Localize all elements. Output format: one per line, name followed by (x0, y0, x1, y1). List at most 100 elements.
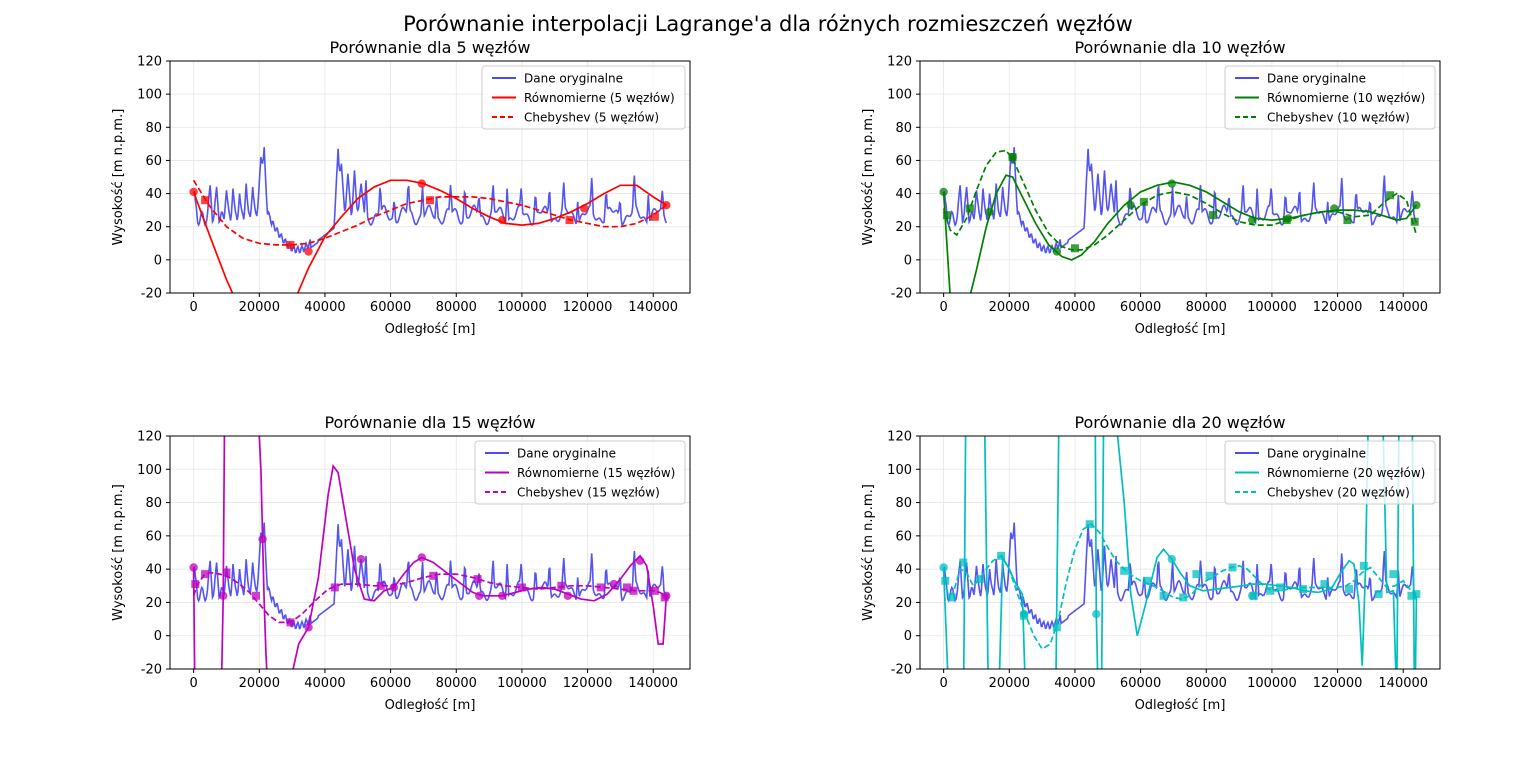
axes-frame (169, 435, 691, 670)
plot-area (939, 147, 1421, 293)
chebyshev-node-marker (1320, 580, 1329, 589)
equal-node-marker (939, 563, 948, 572)
y-axis-label: Wysokość [m n.p.m.] (861, 109, 876, 246)
chebyshev-node-marker (429, 571, 438, 580)
x-tick-label: 60000 (1120, 676, 1161, 691)
x-tick-label: 120000 (1313, 676, 1363, 691)
y-tick-label: 80 (895, 496, 912, 511)
x-tick-label: 100000 (497, 676, 547, 691)
equal-node-marker (1330, 204, 1339, 213)
legend-label: Równomierne (20 węzłów) (1267, 466, 1425, 480)
chebyshev-node-marker (426, 196, 434, 205)
chebyshev-node-marker (1139, 197, 1148, 206)
legend: Dane oryginalne Równomierne (15 węzłów) Ch… (474, 440, 686, 505)
legend-label: Dane oryginalne (517, 447, 616, 461)
chebyshev-node-marker (330, 583, 339, 592)
chebyshev-node-marker (1008, 153, 1017, 162)
x-tick-label: 20000 (989, 676, 1030, 691)
y-axis-label: Wysokość [m n.p.m.] (111, 484, 126, 621)
equal-node-marker (498, 215, 507, 225)
equal-node-marker (985, 207, 994, 216)
x-tick-label: 100000 (1247, 300, 1297, 315)
x-tick-label: 120000 (1313, 300, 1363, 315)
x-tick-label: 40000 (1054, 676, 1095, 691)
chebyshev-node-marker (1179, 593, 1188, 602)
chebyshev-node-marker (1192, 570, 1201, 579)
x-tick-label: 20000 (239, 300, 280, 315)
legend-label: Dane oryginalne (1267, 72, 1366, 86)
equal-node-marker (189, 187, 198, 197)
y-tick-label: 20 (145, 596, 162, 611)
chebyshev-node-marker (629, 586, 638, 595)
y-tick-label: 80 (145, 121, 162, 136)
x-tick-label: 80000 (1186, 676, 1227, 691)
equal-node-marker (304, 623, 313, 632)
x-tick-label: 140000 (1378, 300, 1428, 315)
equal-node-marker (475, 591, 484, 600)
series-line-chebyshev (192, 179, 667, 246)
chebyshev-node-marker (201, 196, 210, 205)
y-tick-label: 120 (887, 55, 912, 70)
legend-label: Równomierne (15 węzłów) (517, 466, 675, 480)
chebyshev-node-marker (1266, 586, 1275, 595)
equal-node-marker (498, 591, 507, 600)
y-tick-label: 60 (145, 154, 162, 169)
series-line-chebyshev (942, 149, 1418, 251)
chebyshev-node-marker (191, 580, 200, 589)
legend-label: Chebyshev (10 węzłów) (1267, 111, 1410, 125)
y-tick-label: 120 (137, 430, 162, 445)
series-line-equal (192, 436, 668, 669)
y-tick-label: 20 (145, 220, 162, 235)
x-tick-label: 60000 (370, 300, 411, 315)
figure-title: Porównanie interpolacji Lagrange'a dla r… (403, 12, 1133, 36)
legend-label: Chebyshev (15 węzłów) (517, 486, 660, 500)
chebyshev-node-marker (1389, 570, 1398, 579)
equal-node-marker (1248, 215, 1257, 225)
chebyshev-node-marker (947, 593, 956, 602)
x-tick-label: 140000 (628, 300, 678, 315)
chebyshev-node-marker (286, 240, 295, 249)
subplot-equal-10-nodes: 0 20000 40000 60000 80000 100000 120000 140000 -… (861, 38, 1441, 337)
x-tick-label: 0 (189, 300, 197, 315)
subplot-title: Porównanie dla 20 węzłów (1074, 413, 1285, 432)
x-tick-label: 0 (939, 676, 947, 691)
legend-box (474, 440, 686, 505)
x-tick-label: 100000 (1247, 676, 1297, 691)
chebyshev-node-marker (1410, 217, 1419, 226)
chebyshev-node-marker (1374, 590, 1383, 599)
chebyshev-node-marker (1052, 623, 1061, 632)
equal-node-marker (417, 553, 426, 562)
y-axis-label: Wysokość [m n.p.m.] (861, 484, 876, 621)
x-tick-label: 80000 (436, 676, 477, 691)
equal-node-marker (1126, 200, 1135, 210)
chebyshev-node-marker (1412, 590, 1421, 599)
y-tick-label: 120 (137, 55, 162, 70)
chebyshev-node-marker (959, 558, 968, 567)
subplot-equal-15-nodes: 0 20000 40000 60000 80000 100000 120000 140000 -… (111, 413, 691, 713)
axes-frame (169, 60, 691, 294)
x-tick-label: 60000 (370, 676, 411, 691)
x-tick-label: 100000 (497, 300, 547, 315)
subplot-title: Porównanie dla 5 węzłów (330, 38, 531, 57)
legend-box (1224, 440, 1436, 505)
chebyshev-node-marker (1070, 244, 1079, 253)
chebyshev-node-marker (1343, 216, 1352, 225)
equal-node-marker (609, 579, 619, 589)
y-tick-label: 40 (145, 563, 162, 578)
x-axis-label: Odległość [m] (385, 322, 476, 337)
y-tick-label: 0 (154, 253, 162, 268)
equal-node-marker (1052, 247, 1062, 256)
equal-node-marker (218, 591, 228, 600)
chebyshev-node-marker (1249, 591, 1258, 600)
axes-frame (919, 60, 1441, 294)
y-tick-label: 60 (145, 529, 162, 544)
y-tick-label: 100 (137, 88, 162, 103)
chebyshev-node-marker (596, 583, 605, 592)
chebyshev-node-marker (1299, 585, 1308, 594)
y-tick-label: 40 (895, 187, 912, 202)
chebyshev-node-marker (1085, 520, 1094, 529)
chebyshev-node-marker (286, 618, 295, 627)
legend-label: Chebyshev (20 węzłów) (1267, 486, 1410, 500)
equal-node-marker (1412, 200, 1421, 210)
